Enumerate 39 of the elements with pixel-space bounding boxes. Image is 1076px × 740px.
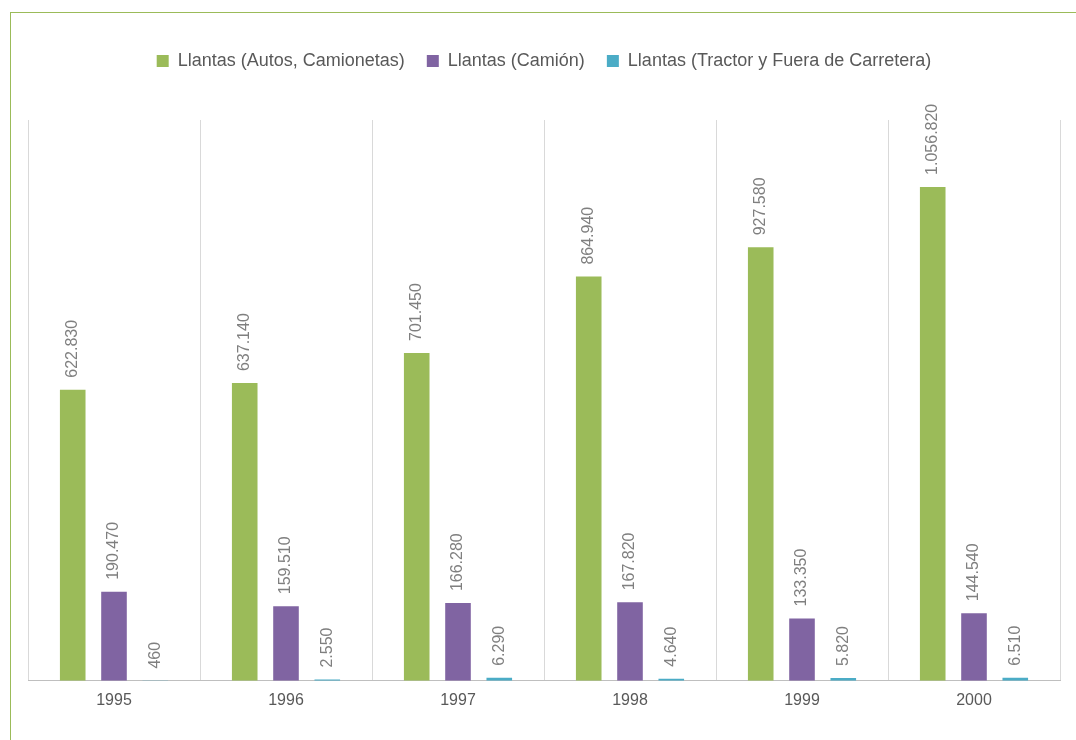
data-label: 701.450 [407,283,425,341]
bar [231,383,258,681]
x-tick-label: 1997 [440,690,476,708]
bar [617,602,643,681]
data-label: 6.510 [1005,625,1023,666]
x-tick-label: 1995 [96,690,132,708]
x-tick-label: 1999 [784,690,820,708]
data-label: 5.820 [833,625,851,667]
data-label: 4.640 [661,626,679,667]
data-label: 133.350 [792,548,810,607]
x-tick-label: 1998 [612,690,648,708]
bar [789,618,815,681]
legend-label: Llantas (Tractor y Fuera de Carretera) [627,49,932,70]
bar [59,389,86,681]
data-label: 190.470 [104,521,122,580]
data-label: 159.510 [276,536,294,595]
data-label: 2.550 [317,627,335,668]
bar [919,186,946,681]
bar [101,591,127,681]
data-label: 166.280 [448,533,466,592]
x-tick-label: 1996 [268,690,304,708]
bar [575,276,602,681]
bar [445,603,471,681]
data-label: 637.140 [235,313,253,372]
legend-label: Llantas (Autos, Camionetas) [177,49,405,70]
bar [747,247,774,681]
bar [961,613,987,681]
bar [403,352,430,681]
data-label: 927.580 [751,177,769,236]
bar [273,606,299,681]
data-label: 622.830 [63,319,81,378]
legend-label: Llantas (Camión) [447,49,585,70]
data-label: 6.290 [489,625,507,666]
data-label: 1.056.820 [923,103,941,175]
data-label: 460 [145,641,163,669]
x-tick-label: 2000 [956,690,992,708]
data-label: 864.940 [579,206,597,265]
data-label: 144.540 [964,543,982,602]
data-label: 167.820 [620,532,638,591]
